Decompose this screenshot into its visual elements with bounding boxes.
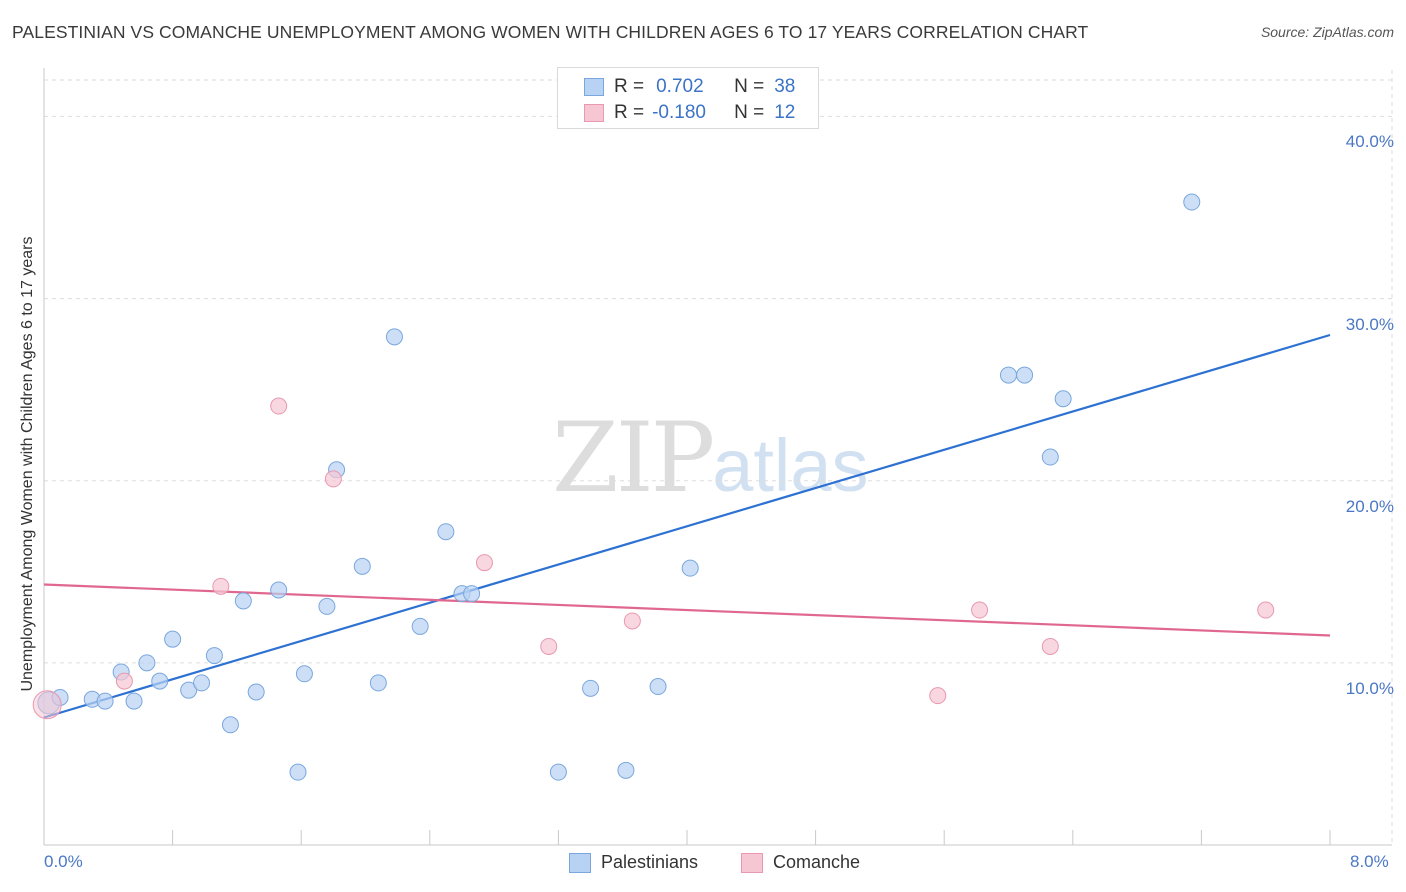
data-point-palestinians: [125, 692, 143, 710]
y-axis-label: Unemployment Among Women with Children A…: [19, 236, 36, 692]
data-point-palestinians: [295, 665, 313, 683]
data-point-palestinians: [385, 328, 403, 346]
data-point-palestinians: [1016, 366, 1034, 384]
data-point-comanche: [115, 672, 133, 690]
data-point-comanche: [475, 554, 493, 572]
data-point-palestinians: [234, 592, 252, 610]
legend-row-comanche: R = -0.180 N = 12: [584, 101, 795, 125]
legend-swatch-palestinians: [584, 78, 604, 96]
trendlines: [43, 333, 1331, 719]
legend-n-label: N =: [734, 102, 765, 123]
gridlines: [44, 70, 1393, 845]
data-point-palestinians: [193, 674, 211, 692]
y-tick-label: 20.0%: [1345, 496, 1394, 516]
bottom-legend-comanche: Comanche: [741, 852, 860, 873]
y-tick-label: 40.0%: [1345, 132, 1394, 152]
legend-r-label: R =: [614, 102, 645, 123]
data-point-palestinians: [649, 678, 667, 696]
data-point-palestinians: [1000, 366, 1017, 384]
legend-r-value-palestinians: 0.702: [656, 76, 704, 97]
data-point-comanche: [971, 601, 989, 619]
data-point-palestinians: [221, 716, 239, 734]
watermark-atlas: atlas: [712, 424, 869, 507]
data-point-palestinians: [411, 617, 429, 635]
data-point-palestinians: [463, 585, 481, 603]
data-point-comanche: [1257, 601, 1275, 619]
data-point-comanche: [324, 470, 342, 488]
data-point-palestinians: [270, 581, 288, 599]
bottom-legend-label-comanche: Comanche: [773, 852, 861, 872]
y-tick-label: 10.0%: [1345, 678, 1394, 698]
legend-n-value-comanche: 12: [774, 102, 796, 123]
data-point-comanche: [270, 397, 288, 415]
data-point-palestinians: [437, 523, 455, 541]
data-point-palestinians: [205, 647, 223, 665]
data-point-palestinians: [1054, 390, 1072, 408]
data-point-palestinians: [353, 557, 371, 575]
bottom-legend-swatch-comanche: [741, 852, 763, 873]
data-point-comanche: [540, 637, 558, 655]
data-point-palestinians: [289, 763, 307, 781]
legend-n-value-palestinians: 38: [774, 76, 796, 97]
data-point-palestinians: [681, 559, 699, 577]
data-point-palestinians: [582, 679, 600, 697]
data-point-comanche: [32, 690, 62, 720]
legend-r-value-comanche: -0.180: [652, 102, 706, 123]
data-point-palestinians: [369, 674, 387, 692]
axes: [43, 68, 1392, 846]
bottom-legend-palestinians: Palestinians: [569, 852, 698, 873]
x-tick-label-min: 0.0%: [44, 852, 83, 871]
trendline-comanche: [43, 583, 1331, 637]
bottom-legend-swatch-palestinians: [569, 852, 591, 873]
data-point-comanche: [929, 687, 947, 705]
chart-title: PALESTINIAN VS COMANCHE UNEMPLOYMENT AMO…: [12, 22, 1089, 42]
legend-row-palestinians: R = 0.702 N = 38: [584, 75, 795, 99]
data-point-palestinians: [1041, 448, 1059, 466]
data-point-palestinians: [180, 681, 198, 699]
data-point-palestinians: [151, 672, 169, 690]
data-point-palestinians: [617, 761, 635, 779]
source-label: Source: ZipAtlas.com: [1260, 24, 1394, 40]
data-point-palestinians: [164, 630, 182, 648]
y-tick-label: 30.0%: [1345, 314, 1394, 334]
data-point-palestinians: [318, 597, 336, 615]
bottom-legend-label-palestinians: Palestinians: [601, 852, 699, 872]
data-point-comanche: [623, 612, 641, 630]
legend-swatch-comanche: [584, 104, 604, 122]
data-point-comanche: [1041, 637, 1059, 655]
data-point-comanche: [212, 577, 230, 595]
data-point-palestinians: [138, 654, 156, 672]
data-point-palestinians: [549, 763, 567, 781]
stats-legend: R = 0.702 N = 38 R = -0.180 N = 12: [557, 67, 819, 129]
data-point-palestinians: [1183, 193, 1201, 211]
watermark-zip: ZIP: [552, 402, 715, 514]
trendline-palestinians: [43, 333, 1331, 719]
data-point-palestinians: [96, 692, 114, 710]
watermark: ZIPatlas: [552, 402, 869, 514]
legend-r-label: R =: [614, 76, 645, 97]
data-point-palestinians: [247, 683, 265, 701]
x-tick-label-max: 8.0%: [1350, 852, 1389, 871]
data-points: [32, 193, 1275, 781]
legend-n-label: N =: [734, 76, 765, 97]
